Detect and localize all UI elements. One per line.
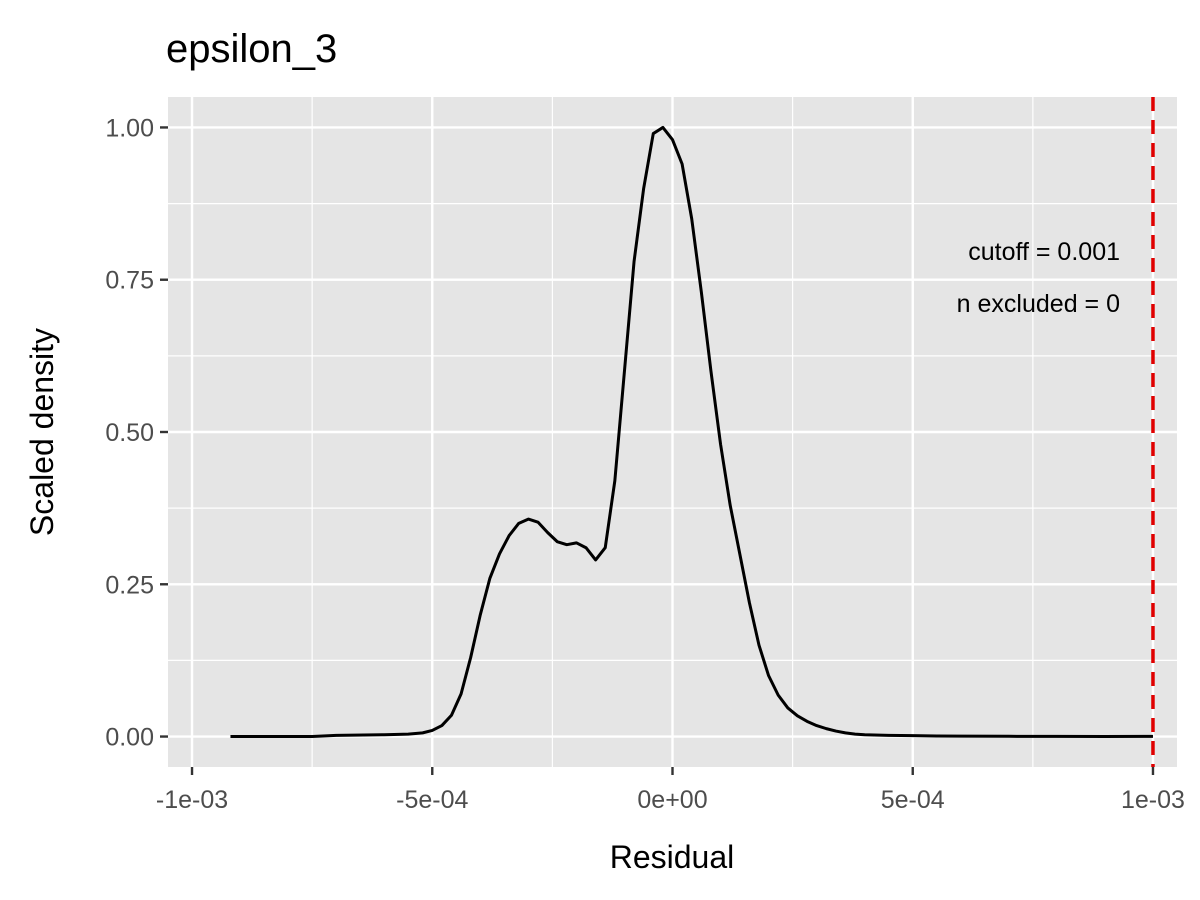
density-curve: [230, 125, 1153, 739]
x-tick-label: -1e-03: [156, 786, 228, 814]
x-tick-label: 1e-03: [1121, 786, 1185, 814]
y-tick-label: 0.50: [105, 419, 154, 447]
y-tick-label: 0.25: [105, 571, 154, 599]
y-tick-label: 0.75: [105, 267, 154, 295]
cutoff-annotation: cutoff = 0.001: [968, 238, 1120, 266]
grid-layer: [168, 97, 1177, 767]
chart-title: epsilon_3: [166, 27, 337, 71]
n-excluded-annotation: n excluded = 0: [957, 290, 1120, 318]
x-axis-title: Residual: [610, 839, 735, 875]
line-layer: [230, 125, 1153, 739]
x-tick-label: -5e-04: [396, 786, 468, 814]
y-tick-label: 1.00: [105, 114, 154, 142]
y-axis-title: Scaled density: [24, 328, 60, 536]
axis-layer: -1e-03 -5e-04 0e+00 5e-04 1e-03 0.00 0.25 0.50 0…: [105, 114, 1185, 814]
x-tick-label: 5e-04: [881, 786, 945, 814]
x-tick-label: 0e+00: [637, 786, 707, 814]
y-tick-label: 0.00: [105, 724, 154, 752]
